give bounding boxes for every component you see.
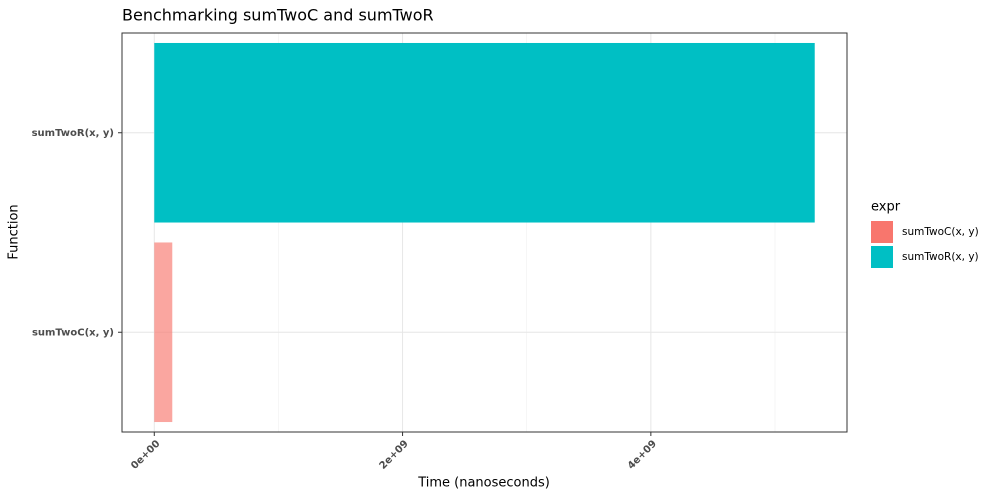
x-tick-label: 0e+00: [129, 438, 162, 471]
chart-title: Benchmarking sumTwoC and sumTwoR: [122, 6, 434, 25]
bar: [154, 242, 173, 423]
x-tick-label: 4e+09: [626, 438, 659, 471]
x-tick-label: 2e+09: [378, 438, 411, 471]
y-tick-label: sumTwoR(x, y): [32, 128, 114, 139]
legend-label: sumTwoC(x, y): [902, 226, 979, 238]
legend-label: sumTwoR(x, y): [902, 251, 979, 263]
y-axis-title: Function: [7, 204, 22, 259]
x-axis-title: Time (nanoseconds): [417, 476, 550, 491]
plot-border: [121, 32, 848, 433]
legend-swatch: [871, 246, 893, 268]
legend-title: expr: [871, 200, 901, 215]
legend-swatch: [871, 221, 893, 243]
y-tick-label: sumTwoC(x, y): [32, 327, 114, 338]
bar: [154, 42, 815, 223]
